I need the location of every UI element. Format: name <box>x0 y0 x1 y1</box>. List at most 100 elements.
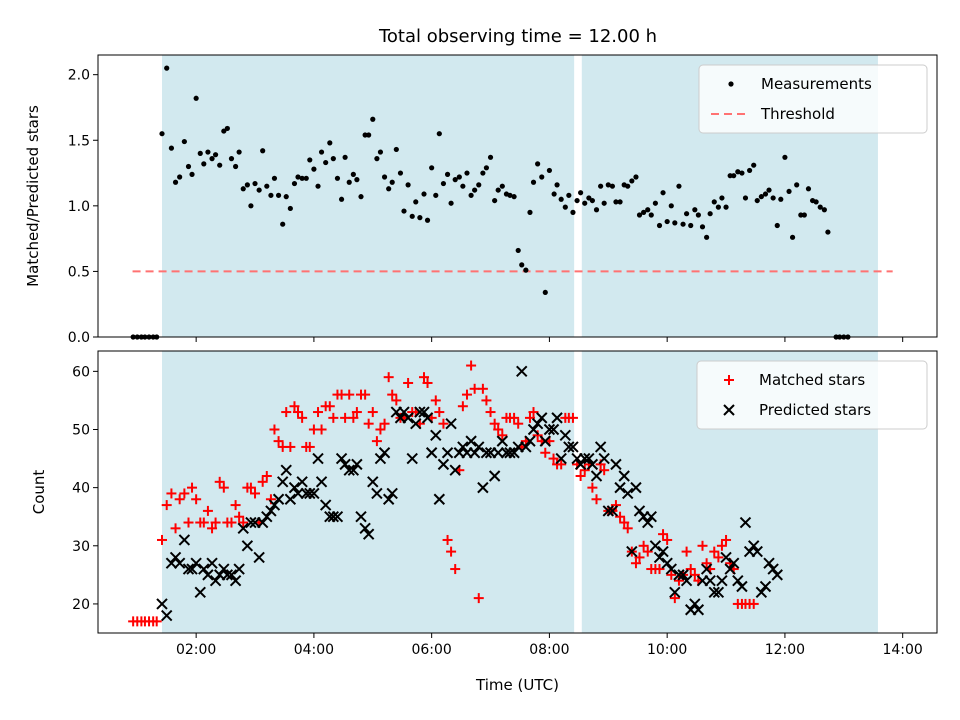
data-point <box>669 586 681 599</box>
data-point <box>767 563 779 575</box>
marker-stroke <box>689 598 701 610</box>
data-point <box>371 487 383 500</box>
measurement-points <box>130 65 851 340</box>
data-point <box>201 161 207 167</box>
data-point <box>669 593 680 604</box>
data-point <box>374 452 387 465</box>
data-point <box>367 407 378 418</box>
marker-stroke <box>586 458 599 471</box>
data-point <box>452 177 458 183</box>
marker-stroke <box>190 557 202 569</box>
data-point <box>430 429 442 442</box>
marker-stroke <box>524 435 536 447</box>
data-point <box>524 412 535 423</box>
marker-stroke <box>712 586 725 599</box>
data-point <box>746 167 753 174</box>
marker-stroke <box>272 493 285 505</box>
data-point <box>721 534 732 545</box>
marker-stroke <box>414 406 426 418</box>
data-point <box>468 447 481 459</box>
data-point <box>590 470 603 482</box>
data-point <box>238 517 249 528</box>
data-point <box>379 418 390 429</box>
marker-stroke <box>441 447 454 459</box>
series-matched-stars <box>128 360 759 627</box>
marker-stroke <box>680 574 693 587</box>
marker-stroke <box>610 458 622 471</box>
data-point <box>709 546 720 557</box>
data-point <box>181 138 187 145</box>
data-point <box>375 424 386 435</box>
data-point <box>209 574 222 587</box>
data-point <box>303 175 309 181</box>
marker-stroke <box>692 604 705 616</box>
data-point <box>324 401 335 412</box>
data-point <box>713 552 724 563</box>
data-point <box>546 167 553 174</box>
data-point <box>236 149 242 155</box>
data-point <box>535 161 541 167</box>
marker-stroke <box>173 557 186 569</box>
data-point <box>481 395 492 406</box>
data-point <box>177 174 183 180</box>
data-point <box>170 523 181 534</box>
marker-stroke <box>614 481 626 494</box>
marker-stroke <box>700 563 713 575</box>
data-point <box>433 192 439 198</box>
data-point <box>424 217 431 223</box>
top-panel: 0.00.51.01.52.0 Matched/Predicted stars … <box>24 54 938 346</box>
marker-stroke <box>237 522 249 535</box>
data-point <box>619 517 630 528</box>
marker-stroke <box>527 423 540 436</box>
marker-stroke <box>488 470 501 482</box>
data-point <box>711 199 717 205</box>
data-point <box>610 458 622 471</box>
data-point <box>825 229 831 235</box>
data-point <box>774 222 780 229</box>
data-point <box>801 212 807 218</box>
data-point <box>228 156 235 162</box>
data-point <box>519 262 525 268</box>
marker-stroke <box>421 412 434 424</box>
data-point <box>386 487 398 500</box>
data-point <box>673 575 684 586</box>
data-point <box>173 557 186 569</box>
data-point <box>554 182 560 188</box>
data-point <box>421 191 427 197</box>
data-point <box>268 192 274 198</box>
legend-swatch <box>723 404 735 416</box>
top-panel-y-ticks: 0.0 0.5 1.0 1.5 2.0 <box>68 68 98 346</box>
data-point <box>358 194 364 200</box>
data-point <box>165 557 178 569</box>
marker-stroke <box>327 511 340 523</box>
data-point <box>704 234 710 240</box>
bottom-panel-x-ticks: 02:00 04:00 06:00 08:00 10:00 12:00 14:00 <box>176 633 923 658</box>
marker-stroke <box>276 476 289 488</box>
data-point <box>374 156 380 162</box>
data-point <box>283 194 289 200</box>
marker-stroke <box>229 574 242 587</box>
marker-stroke <box>233 563 245 575</box>
marker-stroke <box>161 609 173 622</box>
marker-stroke <box>418 406 430 418</box>
marker-stroke <box>739 516 752 529</box>
x-tick-label: 08:00 <box>529 642 569 658</box>
data-point <box>307 157 313 163</box>
marker-stroke <box>225 569 238 581</box>
x-tick-label: 02:00 <box>176 642 216 658</box>
data-point <box>281 407 292 418</box>
data-point <box>460 183 466 189</box>
data-point <box>817 204 823 210</box>
data-point <box>273 436 284 447</box>
legend-swatch <box>724 375 734 385</box>
data-point <box>548 453 559 464</box>
y-tick-label: 2.0 <box>68 68 90 84</box>
marker-stroke <box>433 493 446 505</box>
data-point <box>609 183 616 189</box>
data-point <box>712 586 725 599</box>
data-point <box>230 500 241 511</box>
marker-stroke <box>331 511 344 523</box>
data-point <box>185 163 192 170</box>
data-point <box>681 546 692 557</box>
data-point <box>168 145 175 151</box>
